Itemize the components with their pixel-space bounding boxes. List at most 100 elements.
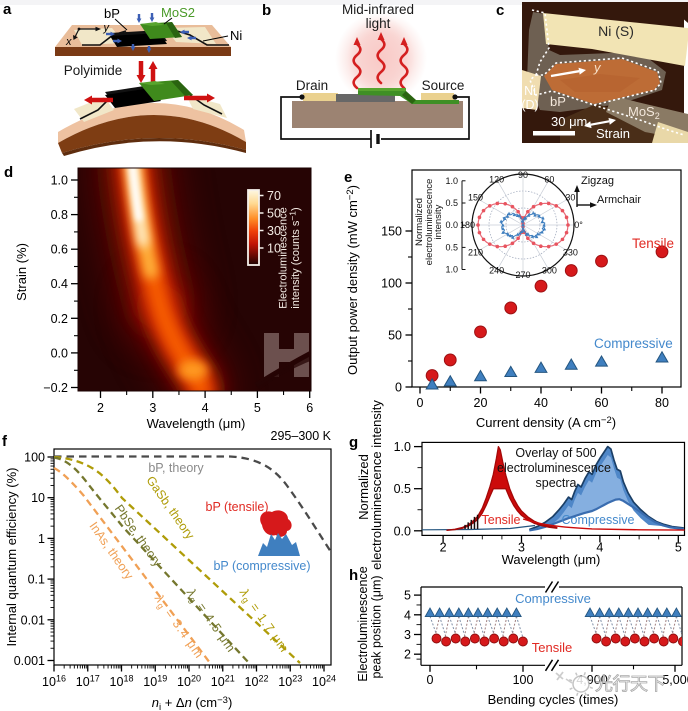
svg-text:100: 100 xyxy=(381,277,402,291)
svg-text:h: h xyxy=(349,567,358,584)
svg-text:0.5: 0.5 xyxy=(394,482,411,496)
svg-text:40: 40 xyxy=(534,396,548,410)
svg-text:Zigzag: Zigzag xyxy=(581,175,614,187)
svg-text:Polyimide: Polyimide xyxy=(64,63,123,78)
svg-text:100: 100 xyxy=(513,673,534,687)
svg-text:30 μm: 30 μm xyxy=(551,114,587,129)
svg-text:10: 10 xyxy=(267,242,281,256)
svg-text:a: a xyxy=(3,1,12,18)
svg-text:y: y xyxy=(103,22,111,34)
svg-text:5: 5 xyxy=(675,541,682,555)
svg-text:MoS2: MoS2 xyxy=(161,5,195,20)
svg-text:Compressive: Compressive xyxy=(562,513,635,527)
svg-text:Electroluminescence: Electroluminescence xyxy=(356,566,370,681)
svg-text:150: 150 xyxy=(468,193,483,203)
svg-text:5: 5 xyxy=(254,401,261,415)
svg-text:Tensile: Tensile xyxy=(632,236,674,251)
svg-text:(D): (D) xyxy=(521,98,538,112)
svg-text:Armchair: Armchair xyxy=(597,194,641,206)
svg-text:peak position (μm): peak position (μm) xyxy=(370,575,384,678)
svg-text:intensity (counts s−1): intensity (counts s−1) xyxy=(288,207,303,308)
svg-text:0.1: 0.1 xyxy=(28,573,45,587)
svg-text:x: x xyxy=(65,36,72,48)
svg-text:50: 50 xyxy=(388,329,402,343)
svg-text:Ni (S): Ni (S) xyxy=(598,23,634,39)
svg-text:50: 50 xyxy=(267,207,281,221)
svg-text:0.0: 0.0 xyxy=(445,220,458,230)
svg-text:0.0: 0.0 xyxy=(394,524,411,538)
svg-text:Normalized: Normalized xyxy=(414,198,425,246)
svg-text:30: 30 xyxy=(267,224,281,238)
svg-text:Drain: Drain xyxy=(296,78,328,93)
svg-text:Tensile: Tensile xyxy=(532,640,572,655)
svg-text:Ni: Ni xyxy=(230,28,242,43)
svg-text:0.2: 0.2 xyxy=(51,312,68,326)
svg-text:0.5: 0.5 xyxy=(445,198,458,208)
svg-text:2: 2 xyxy=(97,401,104,415)
svg-text:MoS2: MoS2 xyxy=(628,104,660,121)
svg-text:bP: bP xyxy=(550,94,566,109)
svg-text:0.0: 0.0 xyxy=(51,346,68,360)
svg-text:150: 150 xyxy=(381,225,402,239)
svg-text:70: 70 xyxy=(267,189,281,203)
svg-text:bP (compressive): bP (compressive) xyxy=(213,559,310,573)
svg-text:0.6: 0.6 xyxy=(51,243,68,257)
svg-text:1.0: 1.0 xyxy=(445,176,458,186)
svg-text:Internal quantum efficiency (%: Internal quantum efficiency (%) xyxy=(4,468,19,647)
svg-text:spectra: spectra xyxy=(536,476,577,490)
svg-text:electroluminescence: electroluminescence xyxy=(424,179,435,266)
svg-text:bP, theory: bP, theory xyxy=(148,461,204,475)
svg-text:electroluminescence: electroluminescence xyxy=(497,461,611,475)
svg-text:c: c xyxy=(496,2,504,19)
svg-text:4: 4 xyxy=(404,608,411,622)
svg-text:Current density (A cm−2): Current density (A cm−2) xyxy=(476,415,616,430)
svg-text:Source: Source xyxy=(422,78,465,93)
svg-text:Compressive: Compressive xyxy=(594,336,673,351)
svg-text:240: 240 xyxy=(489,266,504,276)
svg-text:0.001: 0.001 xyxy=(14,654,45,668)
svg-text:intensity: intensity xyxy=(433,204,444,239)
svg-text:3: 3 xyxy=(404,628,411,642)
svg-text:y: y xyxy=(593,60,602,75)
svg-text:210: 210 xyxy=(468,247,483,257)
svg-text:0: 0 xyxy=(417,396,424,410)
svg-text:90: 90 xyxy=(518,170,528,180)
svg-text:Electroluminescence: Electroluminescence xyxy=(278,207,290,309)
svg-text:Tensile: Tensile xyxy=(482,513,521,527)
svg-text:electroluminescence intensity: electroluminescence intensity xyxy=(369,400,384,570)
svg-text:2: 2 xyxy=(440,541,447,555)
svg-text:0.01: 0.01 xyxy=(21,613,45,627)
svg-text:3: 3 xyxy=(518,541,525,555)
svg-text:270: 270 xyxy=(515,270,530,280)
svg-text:bP: bP xyxy=(104,6,120,21)
svg-text:5,000: 5,000 xyxy=(662,673,688,687)
svg-text:1.0: 1.0 xyxy=(51,174,68,188)
svg-text:30: 30 xyxy=(565,193,575,203)
svg-text:4: 4 xyxy=(202,401,209,415)
svg-text:1: 1 xyxy=(38,532,45,546)
svg-text:4: 4 xyxy=(596,541,603,555)
svg-text:e: e xyxy=(344,169,352,186)
svg-text:100: 100 xyxy=(24,451,45,465)
svg-text:330: 330 xyxy=(563,247,578,257)
svg-text:Strain: Strain xyxy=(596,126,630,141)
svg-text:0.4: 0.4 xyxy=(51,277,68,291)
svg-text:0.8: 0.8 xyxy=(51,208,68,222)
svg-text:光行天下: 光行天下 xyxy=(595,674,665,694)
svg-text:5: 5 xyxy=(404,589,411,603)
svg-text:180: 180 xyxy=(460,220,475,230)
svg-text:0.5: 0.5 xyxy=(445,242,458,252)
svg-text:Wavelength (μm): Wavelength (μm) xyxy=(502,552,601,567)
svg-text:120: 120 xyxy=(489,174,504,184)
svg-text:3: 3 xyxy=(149,401,156,415)
svg-text:−0.2: −0.2 xyxy=(43,381,68,395)
svg-text:300: 300 xyxy=(542,266,557,276)
svg-text:1.0: 1.0 xyxy=(394,440,411,454)
svg-text:2: 2 xyxy=(404,648,411,662)
svg-text:6: 6 xyxy=(306,401,313,415)
svg-text:Mid-infrared: Mid-infrared xyxy=(342,2,414,17)
svg-text:Wavelength (μm): Wavelength (μm) xyxy=(147,416,246,431)
svg-text:Ni: Ni xyxy=(524,84,536,98)
svg-text:0: 0 xyxy=(427,673,434,687)
svg-text:60: 60 xyxy=(595,396,609,410)
